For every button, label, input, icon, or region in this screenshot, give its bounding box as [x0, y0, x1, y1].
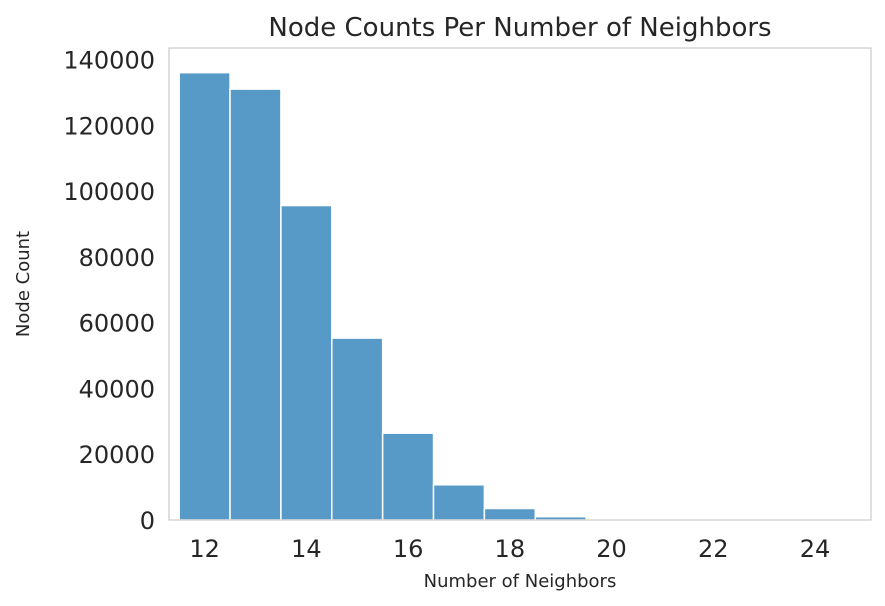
x-tick-label: 12: [189, 535, 220, 563]
y-tick-label: 40000: [79, 375, 155, 403]
chart-title: Node Counts Per Number of Neighbors: [268, 13, 771, 43]
x-tick-label: 16: [393, 535, 424, 563]
bars-group: [178, 71, 842, 521]
y-tick-label: 60000: [79, 310, 155, 338]
y-tick-label: 0: [140, 507, 155, 535]
x-axis-label: Number of Neighbors: [424, 571, 617, 592]
histogram-bar: [432, 484, 486, 521]
histogram-bar: [331, 337, 384, 521]
histogram-bar: [229, 88, 282, 521]
x-axis-ticks: 12 14 16 18 20 22 24: [189, 535, 830, 563]
y-axis-label: Node Count: [13, 231, 34, 337]
x-tick-label: 24: [800, 535, 831, 563]
y-tick-label: 120000: [63, 112, 155, 140]
x-tick-label: 14: [291, 535, 322, 563]
y-axis-ticks: 0 20000 40000 60000 80000 100000 120000 140000: [63, 47, 155, 535]
y-tick-label: 80000: [79, 244, 155, 272]
histogram-bar: [178, 71, 231, 521]
histogram-bar: [381, 432, 435, 521]
y-tick-label: 140000: [63, 47, 155, 75]
x-tick-label: 18: [495, 535, 526, 563]
x-tick-label: 20: [596, 535, 627, 563]
histogram-bar: [483, 507, 537, 521]
y-tick-label: 20000: [79, 441, 155, 469]
x-tick-label: 22: [698, 535, 729, 563]
y-tick-label: 100000: [63, 178, 155, 206]
plot-frame: [168, 47, 872, 521]
histogram-bar: [280, 204, 333, 521]
